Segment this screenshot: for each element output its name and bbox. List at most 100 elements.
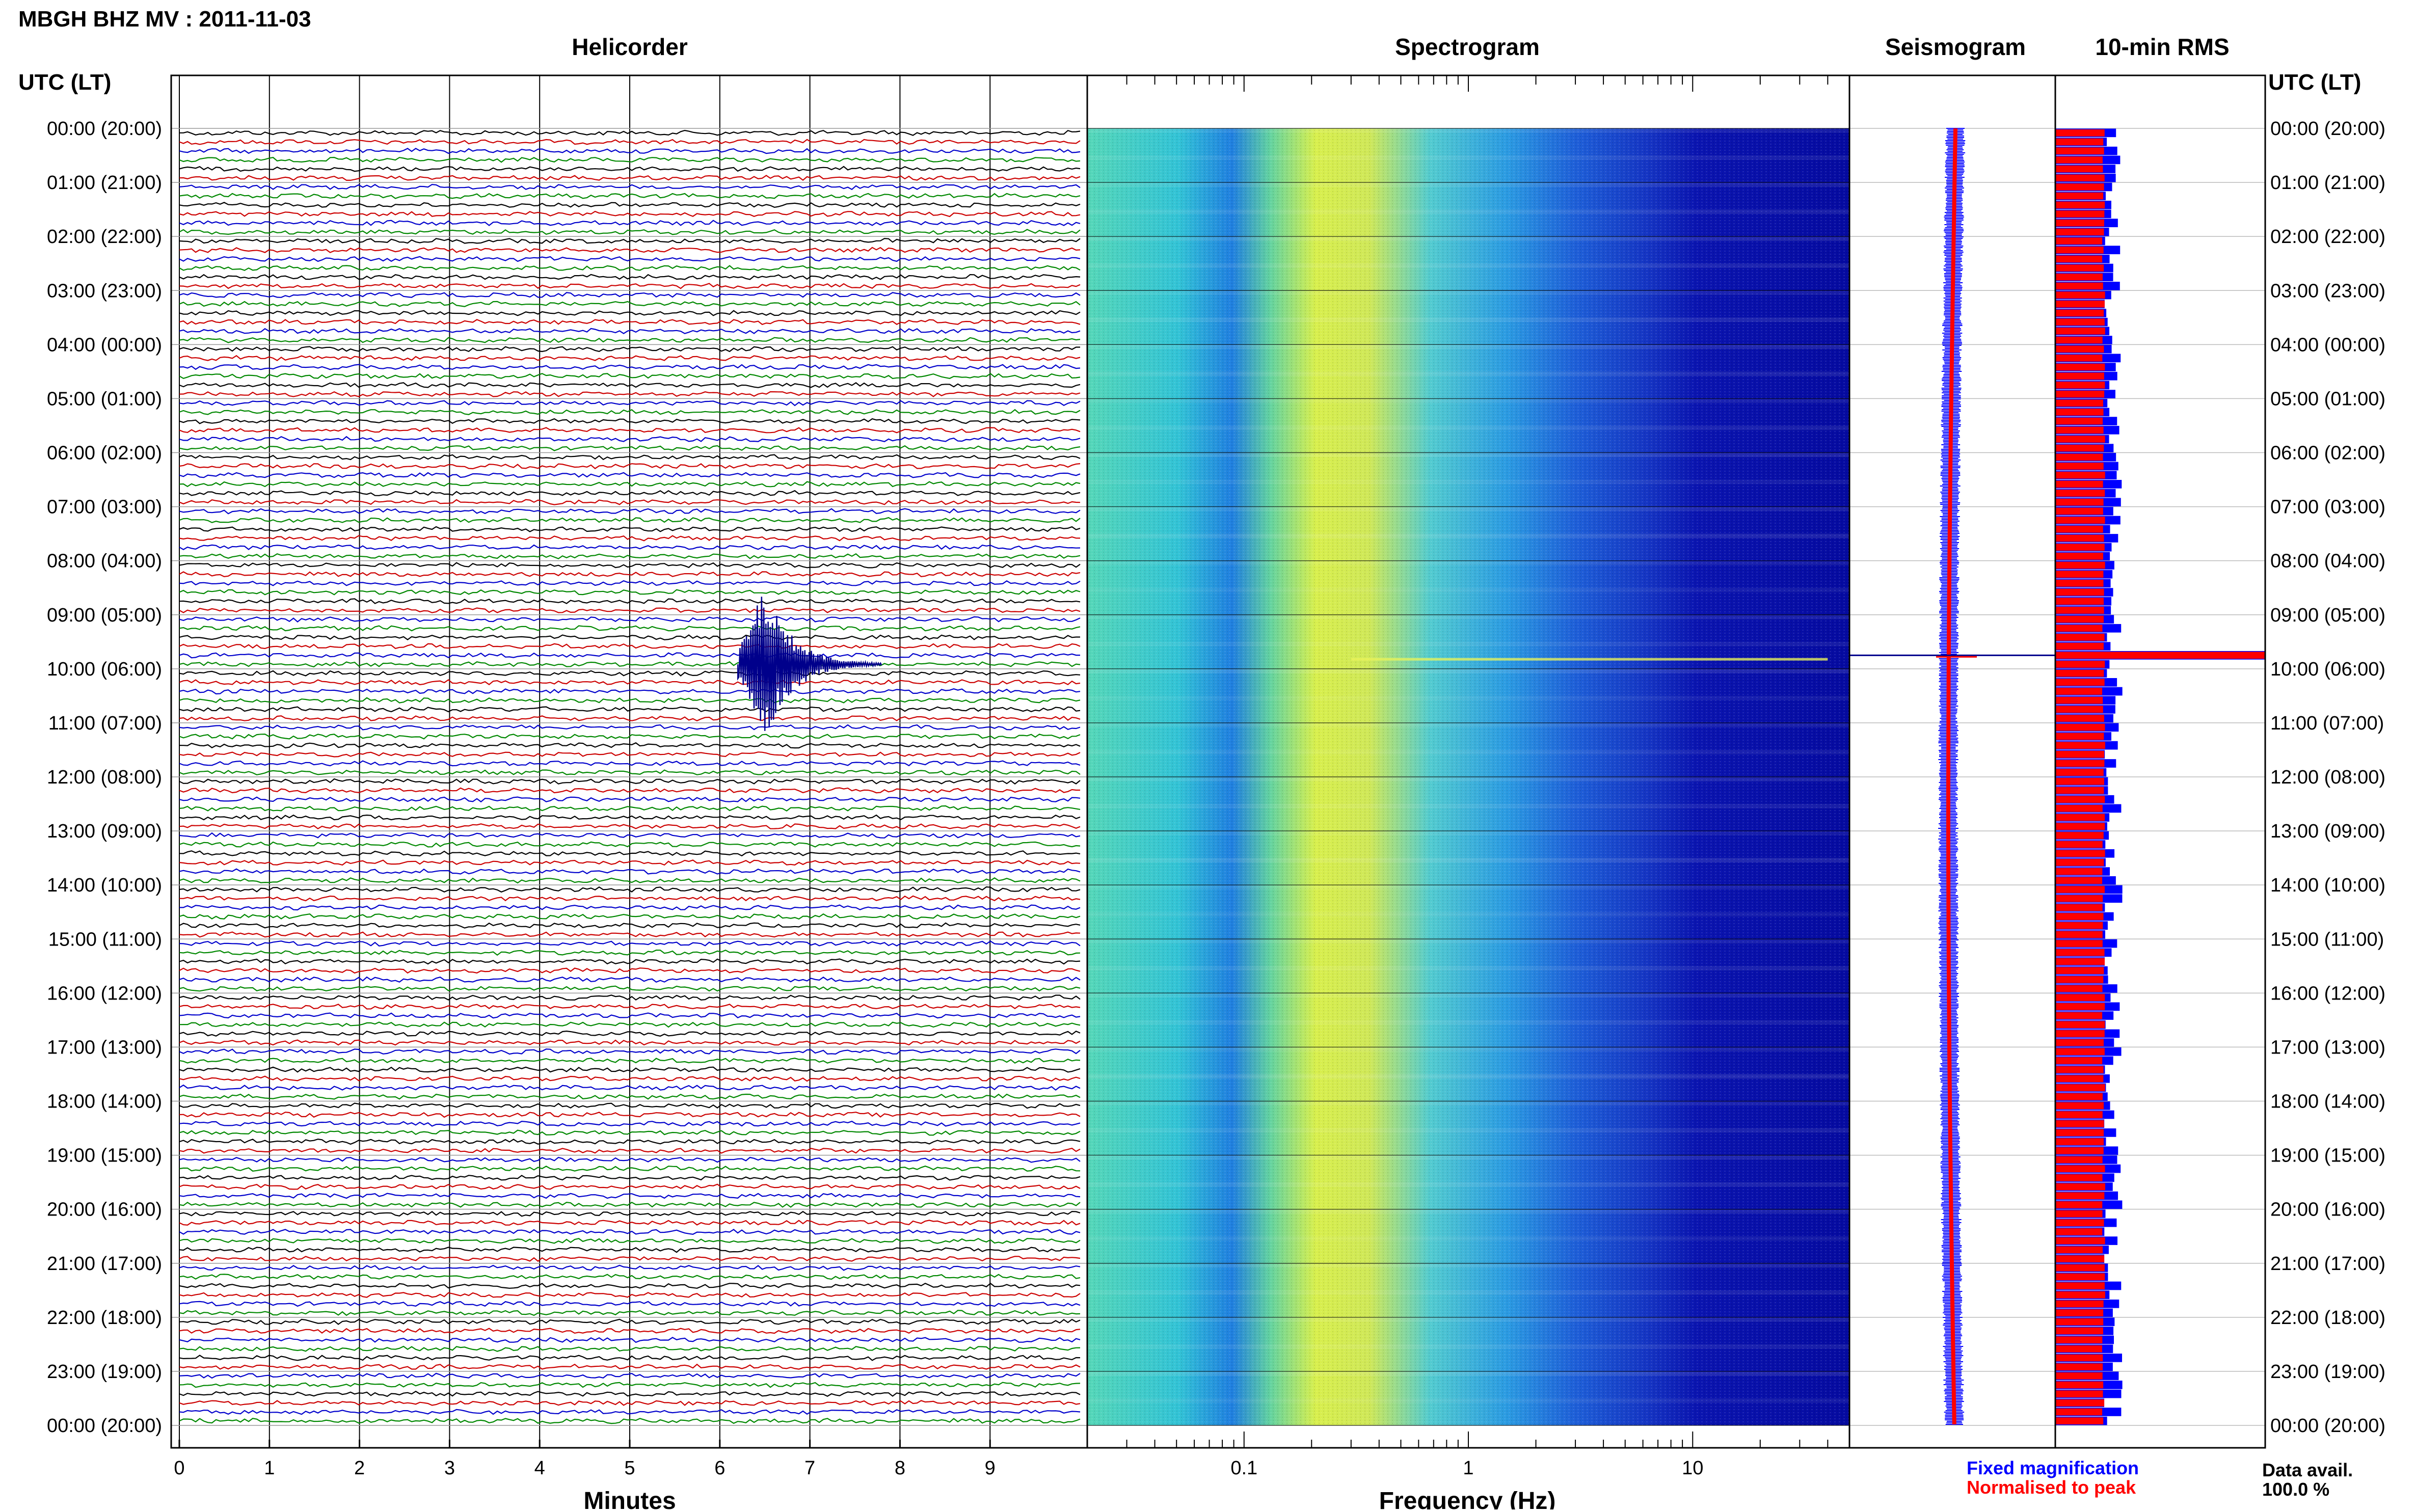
helicorder-trace <box>179 922 1081 929</box>
rms-normalised-bar <box>2055 201 2105 209</box>
rms-normalised-bar <box>2055 228 2104 236</box>
helicorder-trace <box>179 1247 1081 1253</box>
helicorder-trace <box>179 652 1080 659</box>
helicorder-trace <box>179 1256 1081 1262</box>
spectrogram-row-band <box>1087 1182 1849 1187</box>
time-label-right: 05:00 (01:00) <box>2270 388 2385 410</box>
rms-normalised-bar <box>2055 1129 2104 1137</box>
spectrogram-row-band <box>1087 479 1849 484</box>
helicorder-trace <box>179 166 1081 172</box>
spectrogram-tick-label: 0.1 <box>1230 1457 1257 1479</box>
helicorder-trace <box>179 301 1081 307</box>
rms-normalised-bar <box>2055 634 2105 641</box>
helicorder-tick-label: 0 <box>174 1457 184 1479</box>
rms-normalised-bar <box>2055 688 2103 695</box>
helicorder-trace <box>179 877 1081 884</box>
rms-normalised-bar <box>2055 1201 2103 1208</box>
time-label-right: 17:00 (13:00) <box>2270 1037 2385 1058</box>
data-avail-label: Data avail. <box>2262 1460 2353 1480</box>
helicorder-trace <box>179 382 1081 388</box>
helicorder-trace <box>179 175 1081 181</box>
rms-normalised-bar <box>2055 237 2103 245</box>
time-label-right: 04:00 (00:00) <box>2270 334 2385 356</box>
time-label-left: 10:00 (06:00) <box>47 659 162 680</box>
rms-normalised-bar <box>2055 607 2104 614</box>
spectrogram-xlabel: Frequency (Hz) <box>1379 1488 1556 1509</box>
time-label-left: 20:00 (16:00) <box>47 1199 162 1221</box>
helicorder-trace <box>179 1093 1081 1100</box>
helicorder-tick-label: 4 <box>534 1457 545 1479</box>
spectrogram-event-streak <box>1351 658 1828 661</box>
rms-normalised-bar <box>2055 1138 2104 1145</box>
helicorder-trace <box>179 499 1081 505</box>
rms-normalised-bar <box>2055 1120 2104 1127</box>
spectrogram-tick-label: 10 <box>1682 1457 1703 1479</box>
seismogram-panel <box>1848 74 2056 1449</box>
helicorder-trace <box>179 886 1081 893</box>
helicorder-trace <box>179 904 1081 911</box>
time-label-left: 17:00 (13:00) <box>47 1037 162 1058</box>
rms-normalised-bar <box>2055 922 2103 929</box>
time-label-left: 23:00 (19:00) <box>47 1361 162 1383</box>
helicorder-trace <box>179 679 1081 686</box>
helicorder-trace <box>179 661 1081 668</box>
time-label-left: 21:00 (17:00) <box>47 1253 162 1275</box>
helicorder-trace <box>179 391 1081 397</box>
time-label-left: 02:00 (22:00) <box>47 226 162 248</box>
rms-normalised-bar <box>2055 580 2104 587</box>
helicorder-trace <box>179 823 1081 830</box>
helicorder-trace <box>179 706 1081 713</box>
time-label-right: 00:00 (20:00) <box>2270 1415 2385 1437</box>
rms-normalised-bar <box>2055 661 2105 668</box>
helicorder-trace <box>179 193 1081 199</box>
rms-normalised-bar <box>2055 1309 2104 1316</box>
rms-normalised-bar <box>2055 129 2105 137</box>
rms-normalised-bar <box>2055 958 2105 965</box>
rms-normalised-bar <box>2055 750 2105 758</box>
helicorder-trace <box>179 210 1081 218</box>
rms-normalised-bar <box>2055 355 2103 362</box>
rms-normalised-bar <box>2055 733 2104 740</box>
helicorder-trace <box>179 787 1080 794</box>
helicorder-ticks: 0 1 2 3 4 5 6 7 8 9 <box>174 1440 996 1479</box>
helicorder-trace <box>179 688 1081 695</box>
rms-normalised-bar <box>2055 1075 2104 1083</box>
helicorder-trace <box>179 976 1081 983</box>
time-label-right: 18:00 (14:00) <box>2270 1091 2385 1113</box>
spectrogram-row-band <box>1087 371 1849 376</box>
helicorder-trace <box>179 634 1080 641</box>
rms-normalised-bar <box>2055 1408 2103 1416</box>
time-label-left: 12:00 (08:00) <box>47 767 162 788</box>
rms-normalised-bar <box>2055 931 2103 938</box>
rms-normalised-bar <box>2055 778 2104 785</box>
helicorder-trace <box>179 967 1081 974</box>
helicorder-xlabel: Minutes <box>583 1488 676 1509</box>
time-label-left: 18:00 (14:00) <box>47 1091 162 1113</box>
helicorder-trace <box>179 346 1080 353</box>
helicorder-trace <box>179 183 1081 191</box>
time-label-left: 04:00 (00:00) <box>47 334 162 356</box>
helicorder-trace <box>179 1418 1081 1424</box>
helicorder-trace <box>179 868 1081 875</box>
spectrogram-row-band <box>1087 668 1849 673</box>
helicorder-trace <box>179 796 1081 803</box>
helicorder-trace <box>179 1084 1081 1091</box>
time-label-right: 06:00 (02:00) <box>2270 443 2385 464</box>
helicorder-trace <box>179 1355 1081 1361</box>
rms-normalised-bar <box>2055 769 2104 776</box>
rms-normalised-bar <box>2055 787 2104 794</box>
spectrogram-row-band <box>1087 993 1849 998</box>
rms-normalised-bar <box>2055 1291 2105 1299</box>
helicorder-trace <box>179 517 1081 523</box>
time-label-left: 15:00 (11:00) <box>48 929 162 950</box>
helicorder-trace <box>179 1292 1081 1298</box>
spectrogram-row-band <box>1087 1263 1849 1268</box>
helicorder-trace <box>179 535 1081 542</box>
helicorder-trace <box>179 237 1081 244</box>
rms-normalised-bar <box>2055 1399 2105 1407</box>
helicorder-trace <box>179 625 1081 632</box>
spectrogram-row-band <box>1087 1155 1849 1160</box>
rms-normalised-bar <box>2055 814 2105 821</box>
spectrogram-panel: 0.1 1 10 <box>1086 74 1850 1479</box>
